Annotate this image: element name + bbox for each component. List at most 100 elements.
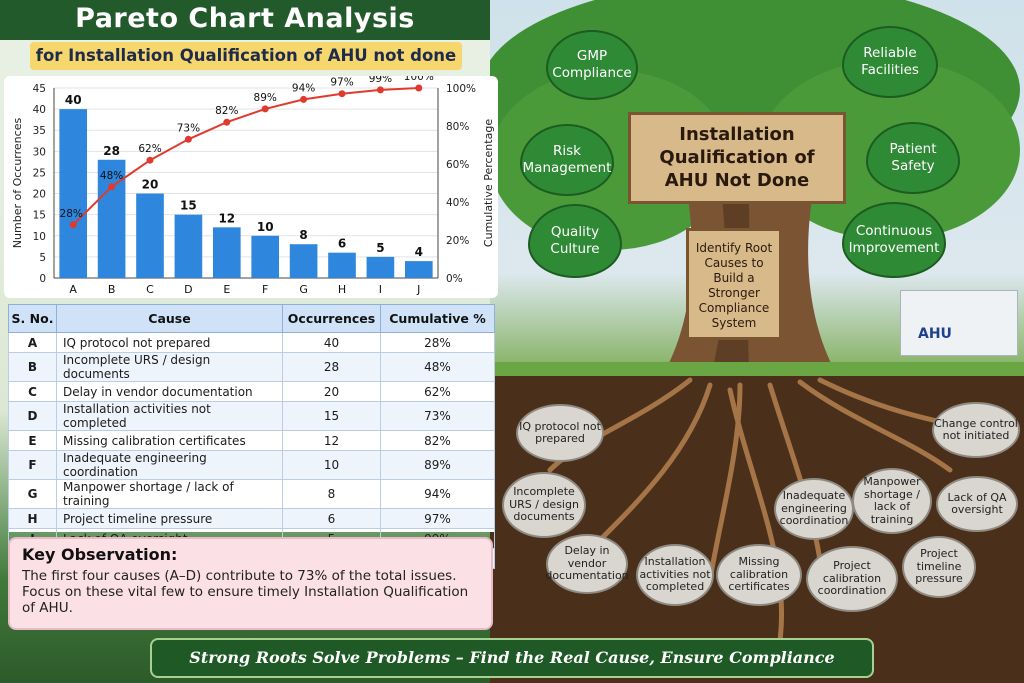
cumulative-label: 100% xyxy=(404,76,434,83)
header-occurrences: Occurrences xyxy=(282,304,381,333)
pareto-chart-panel: 0 5 10 15 20 25 30 35 40 45 0% 20% 40% 60% 80% 100% Numb… xyxy=(4,76,498,298)
x-tick-label: J xyxy=(416,283,420,296)
root-stone: Incomplete URS / design documents xyxy=(502,472,586,538)
bar-value-label: 20 xyxy=(142,178,159,192)
bar-value-label: 40 xyxy=(65,93,82,107)
cell-cause: IQ protocol not prepared xyxy=(56,332,283,353)
table-row: B Incomplete URS / design documents 28 48% xyxy=(8,352,495,382)
cell-cause: Incomplete URS / design documents xyxy=(56,352,283,382)
root-stone: Manpower shortage / lack of training xyxy=(852,468,932,534)
cumulative-point xyxy=(261,105,269,113)
root-stone: Missing calibration certificates xyxy=(716,544,802,606)
bar-value-label: 6 xyxy=(338,237,346,251)
cell-cause: Delay in vendor documentation xyxy=(56,381,283,402)
table-row: G Manpower shortage / lack of training 8 94… xyxy=(8,479,495,509)
table-row: D Installation activities not completed 15… xyxy=(8,401,495,431)
y-tick-label: 25 xyxy=(33,167,46,179)
cell-sno: A xyxy=(8,332,57,353)
cumulative-label: 82% xyxy=(215,105,238,117)
bar xyxy=(174,214,203,278)
cumulative-point xyxy=(146,156,154,164)
cell-occurrences: 8 xyxy=(282,479,381,509)
x-tick-label: B xyxy=(108,283,116,296)
cumulative-point xyxy=(69,221,77,229)
cell-cause: Missing calibration certificates xyxy=(56,430,283,451)
x-tick-label: C xyxy=(146,283,154,296)
bar-value-label: 28 xyxy=(103,144,120,158)
y2-tick-label: 80% xyxy=(446,121,469,133)
cumulative-point xyxy=(338,90,346,98)
cell-occurrences: 40 xyxy=(282,332,381,353)
observation-title: Key Observation: xyxy=(22,545,178,564)
y-tick-label: 30 xyxy=(33,146,46,158)
root-stone: Lack of QA oversight xyxy=(936,476,1018,532)
x-tick-label: H xyxy=(338,283,346,296)
cell-occurrences: 6 xyxy=(282,508,381,529)
cell-cumulative: 73% xyxy=(380,401,495,431)
cell-sno: H xyxy=(8,508,57,529)
bar-value-label: 10 xyxy=(257,220,274,234)
cell-cumulative: 48% xyxy=(380,352,495,382)
cumulative-point xyxy=(376,86,384,94)
y-tick-label: 45 xyxy=(33,83,46,95)
header-cause: Cause xyxy=(56,304,283,333)
x-tick-label: I xyxy=(379,283,382,296)
y-tick-label: 5 xyxy=(39,252,46,264)
cumulative-label: 89% xyxy=(254,92,277,104)
page-subtitle: for Installation Qualification of AHU no… xyxy=(30,42,462,70)
root-stone: IQ protocol not prepared xyxy=(516,404,604,462)
bar xyxy=(366,256,395,278)
y2-tick-label: 100% xyxy=(446,83,476,95)
x-tick-label: D xyxy=(184,283,192,296)
cell-cumulative: 82% xyxy=(380,430,495,451)
footer-banner: Strong Roots Solve Problems – Find the R… xyxy=(150,638,874,678)
root-stone: Delay in vendor documentation xyxy=(545,534,629,594)
cumulative-point xyxy=(108,183,116,191)
tree-subsign-text: Identify Root Causes to Build a Stronger… xyxy=(695,241,773,330)
cumulative-point xyxy=(223,118,231,126)
header-sno: S. No. xyxy=(8,304,57,333)
bar-value-label: 4 xyxy=(415,245,423,259)
cell-cumulative: 89% xyxy=(380,450,495,480)
root-stone: Change control not initiated xyxy=(932,402,1020,458)
y2-axis-title: Cumulative Percentage xyxy=(482,119,495,247)
x-tick-label: A xyxy=(69,283,77,296)
cell-occurrences: 15 xyxy=(282,401,381,431)
table-row: H Project timeline pressure 6 97% xyxy=(8,508,495,529)
cumulative-point xyxy=(415,84,423,92)
y-tick-label: 35 xyxy=(33,125,46,137)
y2-tick-label: 20% xyxy=(446,235,469,247)
y-tick-label: 40 xyxy=(33,104,46,116)
cumulative-point xyxy=(300,95,308,103)
cell-sno: G xyxy=(8,479,57,509)
cell-occurrences: 20 xyxy=(282,381,381,402)
x-tick-label: G xyxy=(299,283,308,296)
cell-occurrences: 28 xyxy=(282,352,381,382)
bar xyxy=(251,235,280,278)
cell-occurrences: 12 xyxy=(282,430,381,451)
tree-sign: Installation Qualification of AHU Not Do… xyxy=(628,112,846,204)
cumulative-point xyxy=(184,135,192,143)
key-observation-panel: Key Observation: The first four causes (… xyxy=(8,537,493,630)
table-header-row: S. No. Cause Occurrences Cumulative % xyxy=(8,304,495,333)
cell-cause: Installation activities not completed xyxy=(56,401,283,431)
cumulative-label: 97% xyxy=(330,77,353,89)
cell-sno: B xyxy=(8,352,57,382)
bar-value-label: 15 xyxy=(180,199,197,213)
cumulative-label: 28% xyxy=(60,208,83,220)
cell-cumulative: 97% xyxy=(380,508,495,529)
root-stone: Inadequate engineering coordination xyxy=(774,478,854,540)
bar-value-label: 12 xyxy=(218,211,235,225)
table-row: E Missing calibration certificates 12 82% xyxy=(8,430,495,451)
cumulative-line xyxy=(72,87,419,226)
y2-tick-label: 60% xyxy=(446,159,469,171)
page-title: Pareto Chart Analysis xyxy=(75,3,415,34)
cell-occurrences: 10 xyxy=(282,450,381,480)
cell-sno: F xyxy=(8,450,57,480)
tree-sign-title: Installation Qualification of AHU Not Do… xyxy=(659,124,815,191)
cell-sno: C xyxy=(8,381,57,402)
leaf-continuous-improvement: Continuous Improvement xyxy=(842,202,946,278)
y2-tick-label: 0% xyxy=(446,273,463,285)
